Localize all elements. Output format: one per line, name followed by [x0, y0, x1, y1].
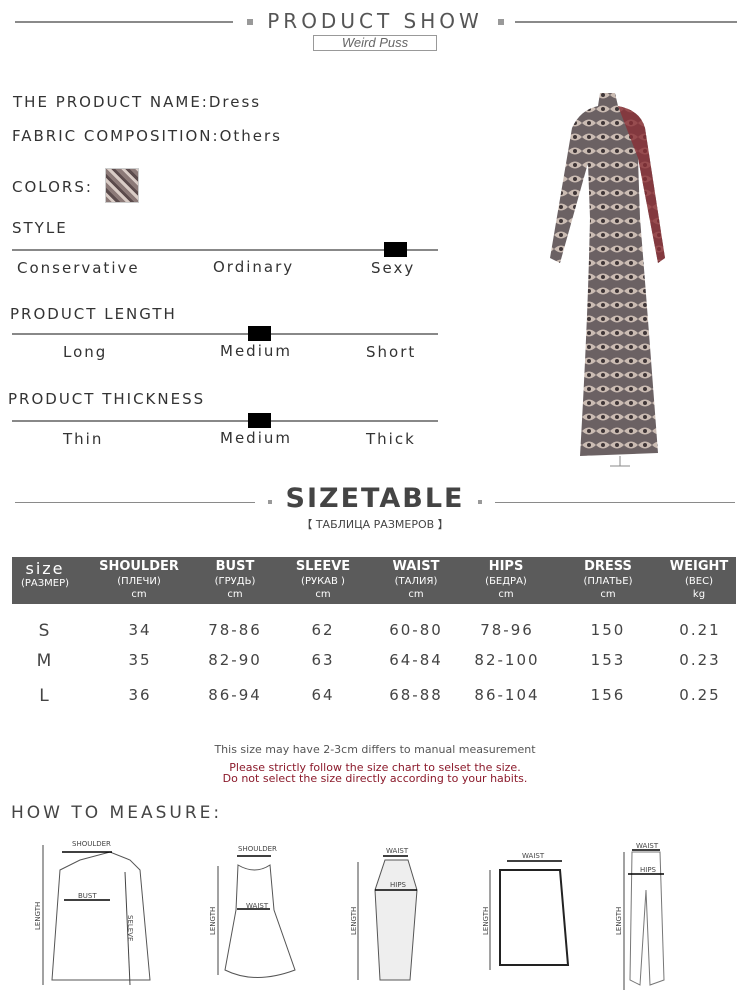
header-dot — [498, 19, 504, 25]
color-swatch[interactable] — [105, 168, 139, 203]
svg-text:SELEVE: SELEVE — [126, 915, 134, 941]
colors-label: COLORS: — [12, 178, 93, 196]
style-option: Sexy — [371, 259, 416, 277]
svg-text:HIPS: HIPS — [390, 881, 407, 889]
table-cell: 62 — [311, 621, 335, 639]
fabric-value: Others — [219, 127, 282, 145]
col-shoulder: SHOULDER (ПЛЕЧИ) cm — [99, 559, 179, 600]
table-cell: 35 — [128, 651, 152, 669]
sizetable-line-left — [15, 502, 255, 503]
size-table-header: size (РАЗМЕР) SHOULDER (ПЛЕЧИ) cm BUST (ГРУД… — [12, 557, 736, 604]
style-option: Conservative — [17, 259, 140, 277]
col-dress: DRESS (ПЛАТЬЕ) cm — [583, 559, 633, 600]
note-measurement: This size may have 2-3cm differs to manu… — [214, 743, 536, 756]
svg-text:BUST: BUST — [78, 892, 97, 900]
svg-text:LENGTH: LENGTH — [350, 907, 358, 935]
thickness-scale — [12, 420, 438, 422]
table-cell: 36 — [128, 686, 152, 704]
table-cell: 86-104 — [474, 686, 540, 704]
scale-title-length: PRODUCT LENGTH — [10, 305, 177, 323]
length-option: Medium — [220, 342, 292, 360]
length-scale — [12, 333, 438, 335]
scale-title-thickness: PRODUCT THICKNESS — [8, 390, 206, 408]
fabric-composition: FABRIC COMPOSITION:Others — [12, 127, 282, 145]
svg-text:WAIST: WAIST — [386, 847, 409, 855]
dress-diagram: SHOULDER WAIST LENGTH — [209, 845, 296, 978]
svg-text:WAIST: WAIST — [246, 902, 269, 910]
table-cell: 64-84 — [389, 651, 443, 669]
table-cell: 86-94 — [208, 686, 262, 704]
table-cell: 63 — [311, 651, 335, 669]
svg-text:LENGTH: LENGTH — [209, 907, 217, 935]
product-image — [550, 93, 665, 467]
svg-text:HIPS: HIPS — [640, 866, 657, 874]
svg-text:SHOULDER: SHOULDER — [238, 845, 277, 853]
col-size: size (РАЗМЕР) — [20, 559, 70, 590]
fabric-label: FABRIC COMPOSITION: — [12, 127, 220, 145]
size-label: M — [36, 651, 54, 671]
table-cell: 64 — [311, 686, 335, 704]
table-cell: 68-88 — [389, 686, 443, 704]
svg-text:LENGTH: LENGTH — [34, 902, 42, 930]
size-label: L — [39, 686, 51, 706]
thickness-option: Thin — [63, 430, 104, 448]
table-cell: 82-90 — [208, 651, 262, 669]
style-option: Ordinary — [213, 258, 295, 276]
product-name: THE PRODUCT NAME:Dress — [13, 93, 262, 111]
brand-label: Weird Puss — [313, 35, 437, 51]
sizetable-dot — [268, 500, 272, 504]
thickness-option: Thick — [366, 430, 416, 448]
table-cell: 0.23 — [679, 651, 721, 669]
style-scale — [12, 249, 438, 251]
jacket-diagram: SHOULDER BUST LENGTH SELEVE — [34, 840, 151, 986]
sizetable-dot — [478, 500, 482, 504]
col-bust: BUST (ГРУДЬ) cm — [214, 559, 256, 600]
scale-title-style: STYLE — [12, 219, 68, 237]
length-option: Short — [366, 343, 417, 361]
shorts-diagram: WAIST LENGTH — [482, 852, 570, 970]
length-marker — [248, 326, 271, 341]
length-option: Long — [63, 343, 108, 361]
table-cell: 78-86 — [208, 621, 262, 639]
measure-diagrams: SHOULDER BUST LENGTH SELEVE SHOULDER WAI… — [34, 840, 665, 990]
col-weight: WEIGHT (ВЕС) kg — [669, 559, 729, 600]
table-cell: 156 — [590, 686, 626, 704]
header-dot — [247, 19, 253, 25]
sizetable-line-right — [495, 502, 735, 503]
svg-text:LENGTH: LENGTH — [615, 907, 623, 935]
table-cell: 150 — [590, 621, 626, 639]
header-line-right — [515, 21, 737, 23]
table-cell: 78-96 — [480, 621, 534, 639]
thickness-marker — [248, 413, 271, 428]
style-marker — [384, 242, 407, 257]
thickness-option: Medium — [220, 429, 292, 447]
sizetable-subtitle: 【 ТАБЛИЦА РАЗМЕРОВ 】 — [301, 518, 449, 531]
svg-text:SHOULDER: SHOULDER — [72, 840, 111, 848]
page-title: PRODUCT SHOW — [267, 9, 483, 33]
table-cell: 82-100 — [474, 651, 540, 669]
how-to-measure-title: HOW TO MEASURE: — [11, 803, 223, 823]
table-cell: 0.21 — [679, 621, 721, 639]
col-sleeve: SLEEVE (РУКАВ ) cm — [295, 559, 351, 600]
pants-diagram: WAIST HIPS LENGTH — [615, 842, 665, 990]
table-cell: 34 — [128, 621, 152, 639]
sizetable-title: SIZETABLE — [285, 483, 465, 514]
svg-text:LENGTH: LENGTH — [482, 907, 490, 935]
svg-text:WAIST: WAIST — [636, 842, 659, 850]
col-hips: HIPS (БЕДРА) cm — [485, 559, 527, 600]
skirt-diagram: WAIST HIPS LENGTH — [350, 847, 418, 981]
table-cell: 0.25 — [679, 686, 721, 704]
col-waist: WAIST (ТАЛИЯ) cm — [392, 559, 440, 600]
svg-text:WAIST: WAIST — [522, 852, 545, 860]
table-cell: 153 — [590, 651, 626, 669]
note-warning-1: Please strictly follow the size chart to… — [229, 761, 521, 774]
table-cell: 60-80 — [389, 621, 443, 639]
header-line-left — [15, 21, 233, 23]
note-warning-2: Do not select the size directly accordin… — [222, 772, 528, 785]
size-label: S — [38, 621, 52, 641]
